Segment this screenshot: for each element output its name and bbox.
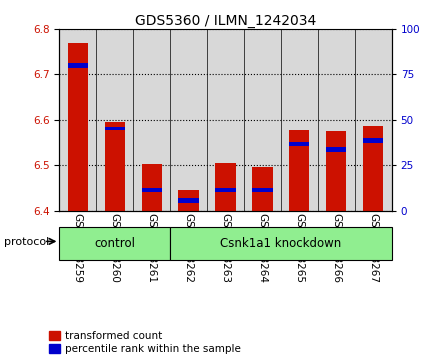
Bar — [59, 29, 96, 211]
Title: GDS5360 / ILMN_1242034: GDS5360 / ILMN_1242034 — [135, 14, 316, 28]
Bar — [142, 188, 162, 192]
Bar — [281, 29, 318, 211]
Legend: transformed count, percentile rank within the sample: transformed count, percentile rank withi… — [49, 331, 241, 354]
Bar — [105, 127, 125, 130]
Bar — [318, 29, 355, 211]
Bar — [215, 163, 236, 211]
Bar — [59, 227, 170, 260]
Bar — [68, 63, 88, 68]
Bar — [142, 164, 162, 211]
Bar — [289, 142, 309, 146]
Bar — [215, 188, 236, 192]
Bar — [105, 122, 125, 211]
Bar — [244, 29, 281, 211]
Bar — [68, 43, 88, 211]
Bar — [170, 227, 392, 260]
Bar — [326, 147, 346, 152]
Bar — [207, 29, 244, 211]
Bar — [179, 198, 199, 203]
Bar — [326, 131, 346, 211]
Bar — [252, 167, 272, 211]
Bar — [133, 29, 170, 211]
Bar — [355, 29, 392, 211]
Bar — [289, 130, 309, 211]
Bar — [252, 188, 272, 192]
Text: protocol: protocol — [4, 237, 50, 247]
Bar — [96, 29, 133, 211]
Bar — [363, 138, 383, 143]
Bar — [170, 29, 207, 211]
Bar — [179, 190, 199, 211]
Text: Csnk1a1 knockdown: Csnk1a1 knockdown — [220, 237, 341, 250]
Bar — [363, 126, 383, 211]
Text: control: control — [94, 237, 135, 250]
